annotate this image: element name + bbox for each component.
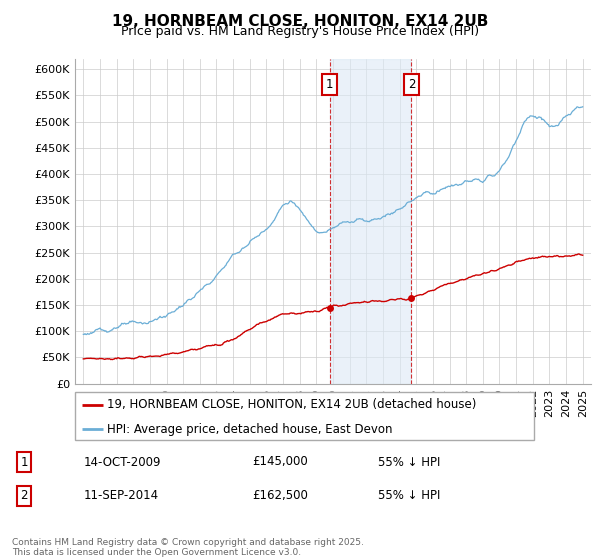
Text: Contains HM Land Registry data © Crown copyright and database right 2025.
This d: Contains HM Land Registry data © Crown c… xyxy=(12,538,364,557)
Text: £162,500: £162,500 xyxy=(252,489,308,502)
Text: 1: 1 xyxy=(20,455,28,469)
Text: 55% ↓ HPI: 55% ↓ HPI xyxy=(378,455,440,469)
Text: 19, HORNBEAM CLOSE, HONITON, EX14 2UB: 19, HORNBEAM CLOSE, HONITON, EX14 2UB xyxy=(112,14,488,29)
Text: 14-OCT-2009: 14-OCT-2009 xyxy=(84,455,161,469)
Text: 11-SEP-2014: 11-SEP-2014 xyxy=(84,489,159,502)
Text: 2: 2 xyxy=(20,489,28,502)
Bar xyxy=(329,59,412,384)
Text: 55% ↓ HPI: 55% ↓ HPI xyxy=(378,489,440,502)
Text: 19, HORNBEAM CLOSE, HONITON, EX14 2UB (detached house): 19, HORNBEAM CLOSE, HONITON, EX14 2UB (d… xyxy=(107,398,476,412)
Text: 1: 1 xyxy=(326,78,333,91)
Text: 2: 2 xyxy=(407,78,415,91)
Text: £145,000: £145,000 xyxy=(252,455,308,469)
Text: HPI: Average price, detached house, East Devon: HPI: Average price, detached house, East… xyxy=(107,423,392,436)
Text: Price paid vs. HM Land Registry's House Price Index (HPI): Price paid vs. HM Land Registry's House … xyxy=(121,25,479,38)
